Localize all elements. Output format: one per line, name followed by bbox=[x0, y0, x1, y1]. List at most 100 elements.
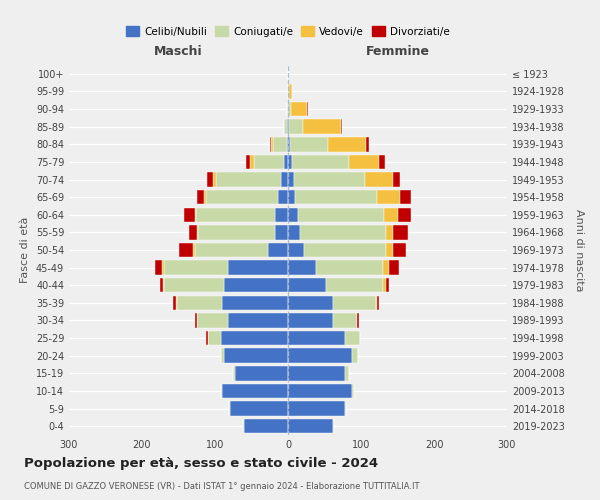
Bar bbox=[383, 278, 386, 292]
Bar bbox=[345, 366, 349, 380]
Bar bbox=[197, 314, 228, 328]
Bar bbox=[383, 260, 389, 275]
Bar bbox=[197, 190, 204, 204]
Bar bbox=[163, 278, 164, 292]
Bar bbox=[230, 402, 288, 416]
Bar bbox=[164, 260, 228, 275]
Bar bbox=[275, 208, 288, 222]
Bar bbox=[254, 154, 284, 169]
Bar bbox=[385, 208, 398, 222]
Bar bbox=[345, 402, 346, 416]
Bar bbox=[377, 190, 400, 204]
Bar bbox=[328, 137, 366, 152]
Bar bbox=[284, 154, 288, 169]
Bar bbox=[288, 137, 290, 152]
Bar bbox=[193, 243, 194, 257]
Bar bbox=[173, 296, 176, 310]
Bar bbox=[195, 314, 197, 328]
Bar bbox=[197, 225, 198, 240]
Bar bbox=[326, 278, 383, 292]
Bar bbox=[270, 137, 271, 152]
Bar bbox=[275, 225, 288, 240]
Bar bbox=[229, 402, 230, 416]
Bar bbox=[333, 419, 334, 434]
Bar bbox=[198, 225, 275, 240]
Bar bbox=[356, 314, 358, 328]
Bar bbox=[294, 172, 365, 186]
Bar bbox=[235, 366, 288, 380]
Bar bbox=[250, 154, 254, 169]
Bar bbox=[288, 384, 352, 398]
Bar bbox=[288, 402, 345, 416]
Bar bbox=[288, 366, 345, 380]
Bar bbox=[206, 190, 278, 204]
Bar bbox=[194, 243, 268, 257]
Bar bbox=[288, 225, 299, 240]
Bar bbox=[400, 190, 410, 204]
Bar bbox=[359, 331, 360, 345]
Bar bbox=[288, 172, 294, 186]
Bar bbox=[177, 296, 223, 310]
Bar bbox=[377, 296, 379, 310]
Bar bbox=[288, 331, 345, 345]
Bar bbox=[333, 314, 356, 328]
Bar bbox=[228, 314, 288, 328]
Bar bbox=[288, 208, 298, 222]
Bar bbox=[333, 296, 376, 310]
Bar bbox=[288, 120, 289, 134]
Bar bbox=[278, 190, 288, 204]
Bar bbox=[190, 225, 197, 240]
Bar bbox=[163, 260, 164, 275]
Bar bbox=[155, 260, 163, 275]
Bar bbox=[204, 190, 206, 204]
Bar bbox=[288, 84, 289, 98]
Bar bbox=[223, 384, 288, 398]
Bar bbox=[289, 120, 302, 134]
Bar bbox=[217, 172, 281, 186]
Bar bbox=[233, 366, 235, 380]
Bar bbox=[386, 278, 389, 292]
Bar bbox=[247, 154, 250, 169]
Bar bbox=[288, 348, 352, 363]
Bar bbox=[244, 419, 288, 434]
Bar bbox=[288, 190, 295, 204]
Bar bbox=[179, 243, 193, 257]
Bar bbox=[341, 120, 342, 134]
Bar bbox=[196, 208, 275, 222]
Text: Maschi: Maschi bbox=[154, 45, 203, 58]
Bar bbox=[228, 260, 288, 275]
Bar bbox=[307, 102, 308, 117]
Bar bbox=[295, 190, 377, 204]
Bar bbox=[287, 137, 288, 152]
Bar bbox=[194, 208, 196, 222]
Bar bbox=[345, 331, 359, 345]
Bar bbox=[184, 208, 194, 222]
Bar bbox=[281, 172, 288, 186]
Bar bbox=[358, 314, 359, 328]
Bar bbox=[302, 120, 341, 134]
Text: Popolazione per età, sesso e stato civile - 2024: Popolazione per età, sesso e stato civil… bbox=[24, 458, 378, 470]
Legend: Celibi/Nubili, Coniugati/e, Vedovi/e, Divorziati/e: Celibi/Nubili, Coniugati/e, Vedovi/e, Di… bbox=[122, 22, 454, 40]
Bar bbox=[176, 296, 177, 310]
Bar bbox=[398, 208, 410, 222]
Bar bbox=[304, 243, 386, 257]
Bar bbox=[291, 102, 307, 117]
Bar bbox=[223, 296, 288, 310]
Bar bbox=[221, 348, 224, 363]
Bar bbox=[271, 137, 274, 152]
Bar bbox=[207, 172, 213, 186]
Bar bbox=[290, 137, 328, 152]
Bar bbox=[349, 154, 379, 169]
Bar bbox=[221, 331, 288, 345]
Bar bbox=[352, 384, 355, 398]
Bar bbox=[393, 225, 408, 240]
Bar bbox=[298, 208, 385, 222]
Text: COMUNE DI GAZZO VERONESE (VR) - Dati ISTAT 1° gennaio 2024 - Elaborazione TUTTIT: COMUNE DI GAZZO VERONESE (VR) - Dati IST… bbox=[24, 482, 419, 491]
Bar bbox=[287, 120, 288, 134]
Bar bbox=[288, 260, 316, 275]
Bar bbox=[299, 225, 386, 240]
Bar bbox=[224, 278, 288, 292]
Bar bbox=[365, 172, 393, 186]
Bar bbox=[164, 278, 224, 292]
Bar bbox=[213, 172, 217, 186]
